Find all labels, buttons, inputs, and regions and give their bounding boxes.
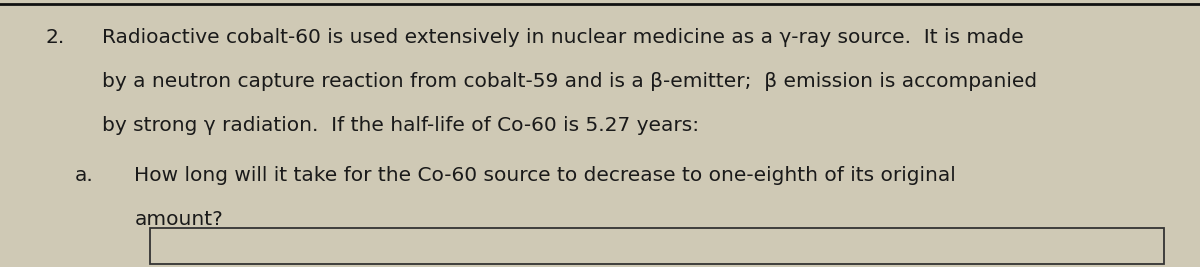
FancyBboxPatch shape [150, 228, 1164, 264]
Text: by a neutron capture reaction from cobalt-59 and is a β-emitter;  β emission is : by a neutron capture reaction from cobal… [102, 72, 1037, 91]
Text: 2.: 2. [46, 28, 65, 47]
Text: by strong γ radiation.  If the half-life of Co-60 is 5.27 years:: by strong γ radiation. If the half-life … [102, 116, 700, 135]
Text: Radioactive cobalt-60 is used extensively in nuclear medicine as a γ-ray source.: Radioactive cobalt-60 is used extensivel… [102, 28, 1024, 47]
Text: How long will it take for the Co-60 source to decrease to one-eighth of its orig: How long will it take for the Co-60 sour… [134, 166, 956, 184]
Text: amount?: amount? [134, 210, 223, 229]
Text: a.: a. [74, 166, 94, 184]
